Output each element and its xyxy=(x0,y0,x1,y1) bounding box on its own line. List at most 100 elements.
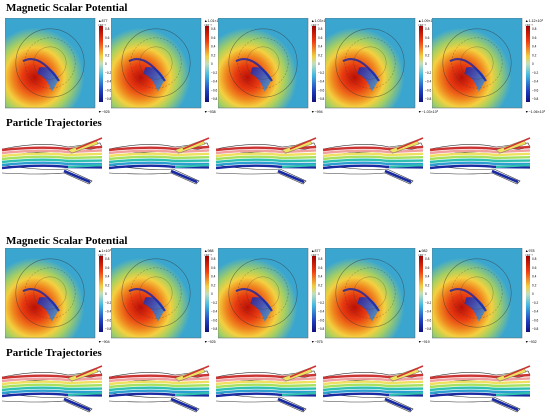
trajectory-stream xyxy=(323,373,424,380)
section-title-magnetic: Magnetic Scalar Potential xyxy=(6,235,128,247)
colorbar-exponent: ×10⁻³ xyxy=(204,23,212,27)
trajectory-stream xyxy=(323,389,423,395)
colorbar-exponent: ×10⁻³ xyxy=(98,23,106,27)
colorbar-tick: −0.6 xyxy=(425,88,432,92)
section-title-magnetic: Magnetic Scalar Potential xyxy=(6,2,128,14)
colorbar-max: ▲1.12×10³ xyxy=(525,19,544,23)
trajectory-stream xyxy=(2,152,103,158)
colorbar-min: ▼−994 xyxy=(311,110,323,114)
particle-trajectory-plot xyxy=(323,137,427,185)
colorbar xyxy=(99,26,103,102)
colorbar-tick: 0.8 xyxy=(211,257,216,261)
colorbar-tick: −0.6 xyxy=(211,88,218,92)
colorbar-tick: 0.4 xyxy=(211,275,216,279)
colorbar xyxy=(419,26,423,102)
colorbar-tick: 0 xyxy=(211,62,213,66)
trajectory-stream xyxy=(430,386,531,392)
colorbar-tick: 0.6 xyxy=(318,266,323,270)
colorbar-max: ▲978 xyxy=(525,249,535,253)
colorbar xyxy=(312,26,316,102)
colorbar-tick: −0.6 xyxy=(318,88,325,92)
particle-trajectory-plot xyxy=(109,365,213,413)
section-title-trajectories: Particle Trajectories xyxy=(6,347,102,359)
particle-trajectory-plot xyxy=(323,365,427,413)
colorbar-tick: −0.2 xyxy=(105,71,112,75)
colorbar-min: ▼−1.03×10³ xyxy=(418,110,439,114)
colorbar-tick: −0.8 xyxy=(211,327,218,331)
colorbar-tick: −0.4 xyxy=(318,310,325,314)
trajectory-stream xyxy=(2,389,102,395)
scalar-potential-map: ▲1.09×10³ ×10⁻³ 0.8 0.6 0.4 0.2 0 −0.2 −0.4 −0.6 −… xyxy=(325,18,448,116)
colorbar-tick: −0.4 xyxy=(211,80,218,84)
colorbar-tick: 0.4 xyxy=(532,45,537,49)
colorbar-tick: −0.2 xyxy=(532,301,539,305)
trajectory-stream xyxy=(216,380,317,386)
colorbar-tick: 0.2 xyxy=(211,283,216,287)
colorbar-tick: 0.4 xyxy=(425,275,430,279)
colorbar-tick: 0.8 xyxy=(532,257,537,261)
scalar-potential-map: ▲877 ×10⁻³ 0.8 0.6 0.4 0.2 0 −0.2 −0.4 −0.6 −0.8 ▼−… xyxy=(5,18,128,116)
particle-trajectory-plot xyxy=(216,137,320,185)
colorbar-tick: −0.6 xyxy=(105,318,112,322)
colorbar-max: ▲877 xyxy=(98,19,108,23)
trajectory-stream xyxy=(216,152,317,158)
colorbar-tick: 0 xyxy=(318,62,320,66)
colorbar-tick: 0.6 xyxy=(532,36,537,40)
trajectory-stream xyxy=(109,386,210,392)
colorbar-tick: −0.4 xyxy=(105,310,112,314)
colorbar-tick: 0.6 xyxy=(532,266,537,270)
trajectory-stream xyxy=(323,145,424,152)
colorbar-max: ▲1.03×10³ xyxy=(311,19,330,23)
colorbar-tick: 0.4 xyxy=(318,275,323,279)
trajectory-stream xyxy=(430,161,530,167)
colorbar-max: ▲1.01×10³ xyxy=(204,19,223,23)
colorbar-tick: 0.2 xyxy=(425,53,430,57)
trajectory-stream xyxy=(109,145,210,152)
trajectory-stream xyxy=(109,152,210,158)
trajectory-stream xyxy=(323,149,424,155)
colorbar-min: ▼−925 xyxy=(98,110,110,114)
colorbar-tick: −0.4 xyxy=(105,80,112,84)
colorbar-tick: −0.2 xyxy=(105,301,112,305)
colorbar-tick: −0.8 xyxy=(105,327,112,331)
trajectory-stream xyxy=(109,149,210,155)
colorbar-tick: 0.6 xyxy=(105,266,110,270)
colorbar-exponent: ×10⁻³ xyxy=(525,23,533,27)
colorbar-tick: −0.8 xyxy=(318,97,325,101)
colorbar-tick: 0.2 xyxy=(532,53,537,57)
colorbar-min: ▼−925 xyxy=(204,340,216,344)
colorbar-max: ▲988 xyxy=(204,249,214,253)
trajectory-stream xyxy=(216,389,316,395)
potential-field xyxy=(432,248,522,338)
colorbar-tick: 0.4 xyxy=(425,45,430,49)
trajectory-stream xyxy=(216,383,317,389)
colorbar-tick: −0.4 xyxy=(425,80,432,84)
colorbar-tick: −0.8 xyxy=(211,97,218,101)
trajectory-stream xyxy=(109,377,210,383)
trajectory-stream xyxy=(430,383,531,389)
colorbar-tick: −0.2 xyxy=(532,71,539,75)
colorbar-tick: 0.4 xyxy=(532,275,537,279)
colorbar-tick: −0.4 xyxy=(318,80,325,84)
trajectory-stream xyxy=(430,380,531,386)
potential-field xyxy=(111,248,201,338)
colorbar-max: ▲982 xyxy=(418,249,428,253)
particle-trajectory-plot xyxy=(2,365,106,413)
colorbar-tick: −0.6 xyxy=(425,318,432,322)
colorbar-tick: −0.2 xyxy=(211,301,218,305)
colorbar xyxy=(526,256,530,332)
trajectory-stream xyxy=(430,389,530,395)
colorbar-tick: −0.4 xyxy=(425,310,432,314)
trajectory-stream xyxy=(323,152,424,158)
trajectory-stream xyxy=(216,386,317,392)
trajectory-stream xyxy=(109,392,210,398)
trajectory-stream xyxy=(216,149,317,155)
potential-field xyxy=(432,18,522,108)
trajectory-stream xyxy=(430,152,531,158)
trajectory-stream xyxy=(323,383,424,389)
colorbar-tick: 0.4 xyxy=(211,45,216,49)
colorbar-tick: 0.8 xyxy=(425,27,430,31)
colorbar-min: ▼−938 xyxy=(204,110,216,114)
colorbar-exponent: ×10⁻³ xyxy=(311,23,319,27)
colorbar-tick: −0.4 xyxy=(532,310,539,314)
